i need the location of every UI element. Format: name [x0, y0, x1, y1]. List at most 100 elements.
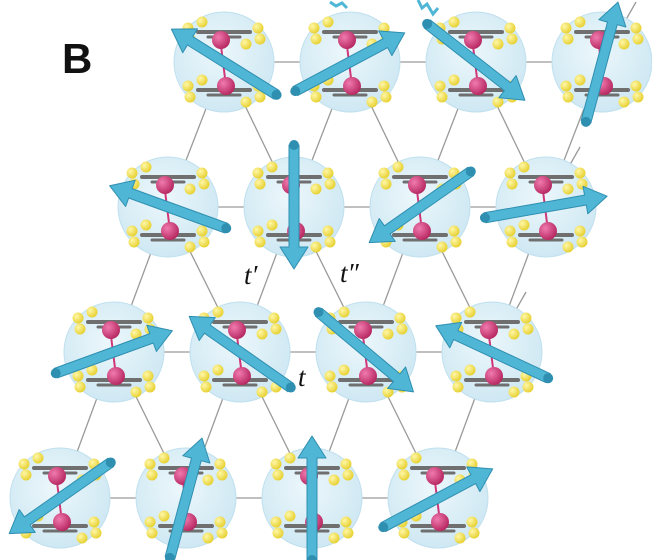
- ligand-atom: [468, 527, 480, 539]
- ligand-atom: [450, 312, 462, 324]
- ligand-atom: [144, 381, 156, 393]
- ligand-atom: [254, 33, 266, 45]
- ligand-atom: [198, 236, 210, 248]
- ligand-atom: [128, 236, 140, 248]
- lattice-site-r1c1: [170, 11, 282, 113]
- ligand-atom: [88, 516, 100, 528]
- ligand-atom: [492, 38, 504, 50]
- ligand-atom: [272, 469, 284, 481]
- metal-atom: [480, 321, 498, 339]
- ligand-atom: [520, 312, 532, 324]
- ligand-atom: [270, 516, 282, 528]
- ligand-atom: [506, 33, 518, 45]
- ligand-atom: [184, 241, 196, 253]
- ligand-atom: [340, 516, 352, 528]
- lattice-site-r1c2: [290, 11, 406, 113]
- ligand-atom: [198, 370, 210, 382]
- spin-arrow-tail: [422, 18, 433, 29]
- ligand-atom: [574, 167, 586, 179]
- ligand-atom: [214, 458, 226, 470]
- ligand-atom: [562, 33, 574, 45]
- ligand-atom: [272, 527, 284, 539]
- molecule-icon: [198, 306, 282, 398]
- ligand-atom: [322, 225, 334, 237]
- ligand-atom: [126, 225, 138, 237]
- spin-arrow-tail: [50, 368, 61, 379]
- ligand-atom: [396, 323, 408, 335]
- ligand-atom: [560, 80, 572, 92]
- ligand-atom: [392, 161, 404, 173]
- spin-arrow-tail: [221, 223, 232, 234]
- spin-arrow-tail: [313, 307, 324, 318]
- ligand-atom: [434, 80, 446, 92]
- ligand-atom: [74, 323, 86, 335]
- spin-arrow-tail: [543, 373, 554, 384]
- spin-arrow-tail: [271, 89, 282, 100]
- metal-atom: [217, 77, 235, 95]
- metal-atom: [107, 367, 125, 385]
- lattice-site-r2c1: [109, 156, 232, 258]
- ligand-atom: [630, 22, 642, 34]
- ligand-atom: [310, 241, 322, 253]
- ligand-atom: [324, 370, 336, 382]
- lattice-site-r4c2: [135, 437, 237, 560]
- cropped-arrow-fragment: [329, 0, 440, 17]
- ligand-atom: [254, 91, 266, 103]
- ligand-atom: [328, 532, 340, 544]
- molecule-icon: [182, 16, 266, 108]
- ligand-atom: [268, 312, 280, 324]
- lattice-sites: [8, 1, 652, 560]
- metal-atom: [233, 367, 251, 385]
- metal-atom: [464, 31, 482, 49]
- metal-atom: [408, 176, 426, 194]
- metal-atom: [343, 77, 361, 95]
- ligand-atom: [562, 91, 574, 103]
- ligand-atom: [380, 91, 392, 103]
- ligand-atom: [32, 452, 44, 464]
- ligand-atom: [508, 386, 520, 398]
- ligand-atom: [366, 96, 378, 108]
- ligand-atom: [74, 381, 86, 393]
- spin-arrow-tail: [289, 140, 299, 150]
- ligand-atom: [266, 161, 278, 173]
- ligand-atom: [322, 167, 334, 179]
- ligand-atom: [198, 178, 210, 190]
- metal-atom: [359, 367, 377, 385]
- ligand-atom: [450, 236, 462, 248]
- ligand-atom: [196, 16, 208, 28]
- spin-arrow: [279, 144, 309, 270]
- ligand-atom: [184, 91, 196, 103]
- ligand-atom: [576, 236, 588, 248]
- ligand-atom: [410, 452, 422, 464]
- lattice-site-r2c2: [243, 140, 345, 270]
- spin-arrow: [435, 321, 551, 384]
- lattice-site-r3c4: [435, 301, 554, 403]
- spin-arrow-tail: [285, 382, 296, 393]
- ligand-atom: [142, 370, 154, 382]
- ligand-atom: [214, 516, 226, 528]
- ligand-atom: [86, 306, 98, 318]
- ligand-atom: [266, 219, 278, 231]
- ligand-atom: [310, 183, 322, 195]
- ligand-atom: [338, 364, 350, 376]
- ligand-atom: [284, 510, 296, 522]
- ligand-atom: [144, 458, 156, 470]
- ligand-atom: [504, 22, 516, 34]
- spin-arrow: [423, 19, 526, 101]
- ligand-atom: [618, 96, 630, 108]
- spin-arrow: [314, 307, 414, 393]
- ligand-atom: [326, 381, 338, 393]
- ligand-atom: [270, 458, 282, 470]
- bond-label-t-double-prime: t″: [340, 258, 359, 288]
- ligand-atom: [382, 328, 394, 340]
- spin-arrow-tail: [580, 116, 591, 127]
- ligand-atom: [506, 236, 518, 248]
- ligand-atom: [126, 167, 138, 179]
- ligand-atom: [158, 510, 170, 522]
- spin-arrow: [53, 324, 173, 379]
- metal-atom: [212, 31, 230, 49]
- metal-atom: [539, 222, 557, 240]
- ligand-atom: [378, 80, 390, 92]
- ligand-atom: [212, 364, 224, 376]
- metal-atom: [426, 467, 444, 485]
